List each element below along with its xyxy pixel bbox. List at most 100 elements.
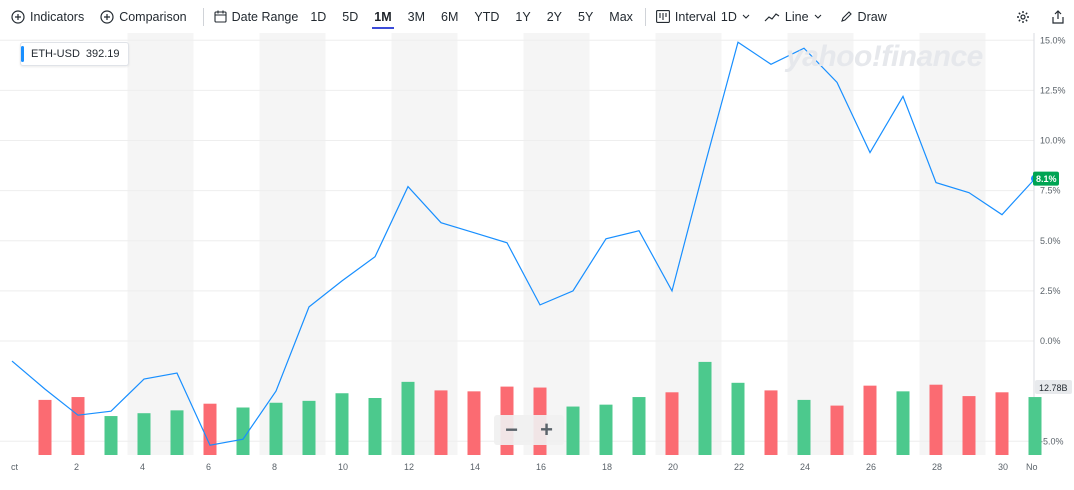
volume-bar — [764, 390, 778, 455]
volume-bar — [401, 381, 415, 455]
volume-bar — [995, 392, 1009, 455]
volume-bar — [896, 391, 910, 455]
volume-bar — [632, 397, 646, 455]
legend-symbol: ETH-USD — [31, 48, 80, 60]
volume-bar — [863, 385, 877, 455]
volume-label: 12.78B — [1039, 383, 1068, 393]
volume-bar — [38, 399, 52, 455]
yahoo-finance-watermark: yahoo!finance — [786, 40, 983, 73]
chart-type-label: Line — [784, 9, 809, 24]
legend-value: 392.19 — [85, 48, 120, 60]
toolbar-divider — [202, 7, 204, 26]
volume-bar — [104, 416, 118, 455]
volume-bar — [269, 402, 283, 455]
draw-button[interactable]: Draw — [840, 10, 887, 24]
shaded-band — [127, 33, 194, 455]
range-button-ytd[interactable]: YTD — [474, 9, 500, 24]
range-button-6m[interactable]: 6M — [441, 9, 459, 24]
range-button-1d[interactable]: 1D — [310, 9, 327, 24]
volume-bar — [599, 404, 613, 455]
range-button-1y[interactable]: 1Y — [515, 9, 531, 24]
y-tick-label: 0.0% — [1040, 336, 1061, 346]
range-button-1m[interactable]: 1M — [366, 0, 399, 33]
volume-bar — [962, 396, 976, 455]
shaded-band — [655, 33, 722, 455]
range-button-2y[interactable]: 2Y — [546, 9, 562, 24]
volume-bar — [71, 397, 85, 455]
x-tick-label: ct — [11, 462, 19, 472]
volume-bar — [137, 413, 151, 455]
x-tick-label: 6 — [206, 462, 211, 472]
zoom-in-button[interactable]: + — [540, 417, 553, 442]
interval-dropdown[interactable]: Interval 1D — [655, 9, 750, 24]
shaded-band — [919, 33, 986, 455]
interval-label: Interval — [674, 9, 716, 24]
x-tick-label: 8 — [272, 462, 277, 472]
series-legend[interactable]: ETH-USD 392.19 — [20, 42, 129, 66]
line-chart-icon — [764, 11, 780, 23]
toolbar-divider — [644, 7, 646, 26]
chart-type-dropdown[interactable]: Line — [764, 10, 822, 24]
y-tick-label: 10.0% — [1040, 136, 1066, 146]
x-tick-label: 28 — [932, 462, 942, 472]
y-tick-label: 2.5% — [1040, 286, 1061, 296]
x-tick-label: 16 — [536, 462, 546, 472]
price-line — [11, 41, 1036, 446]
interval-value: 1D — [720, 9, 737, 24]
volume-bar — [368, 398, 382, 455]
x-tick-label: 12 — [404, 462, 414, 472]
chevron-down-icon — [742, 14, 750, 20]
range-button-5d[interactable]: 5D — [342, 9, 359, 24]
calendar-icon — [214, 10, 227, 23]
last-value-label: 8.1% — [1036, 174, 1057, 184]
volume-bar — [566, 406, 580, 455]
volume-bar — [929, 384, 943, 455]
x-tick-label: 30 — [998, 462, 1008, 472]
x-tick-label: 2 — [74, 462, 79, 472]
volume-bar — [434, 390, 448, 455]
volume-bar — [830, 405, 844, 455]
volume-bar — [698, 361, 712, 455]
x-tick-label: No — [1026, 462, 1038, 472]
x-tick-label: 14 — [470, 462, 480, 472]
x-tick-label: 18 — [602, 462, 612, 472]
volume-bar — [665, 392, 679, 455]
range-selector: 1D 5D 1M 3M 6M YTD 1Y 2Y 5Y Max — [302, 0, 641, 33]
volume-bar — [203, 403, 217, 455]
range-button-max[interactable]: Max — [609, 9, 633, 24]
y-tick-label: 15.0% — [1040, 35, 1066, 45]
indicators-button[interactable]: Indicators — [11, 10, 84, 24]
plus-circle-icon — [100, 9, 114, 24]
settings-button[interactable] — [1016, 10, 1030, 24]
gear-icon — [1016, 10, 1030, 24]
volume-bar — [302, 400, 316, 455]
y-tick-label: 12.5% — [1040, 85, 1066, 95]
chart-toolbar: Indicators Comparison Date Range 1D 5D 1M 3… — [0, 0, 1074, 33]
x-tick-label: 10 — [338, 462, 348, 472]
shaded-band — [787, 33, 854, 455]
volume-bar — [797, 399, 811, 455]
shaded-band — [259, 33, 326, 455]
y-tick-label: 7.5% — [1040, 186, 1061, 196]
share-button[interactable] — [1052, 9, 1064, 24]
comparison-button[interactable]: Comparison — [100, 9, 187, 24]
range-button-3m[interactable]: 3M — [407, 9, 426, 24]
x-tick-label: 24 — [800, 462, 810, 472]
x-tick-label: 26 — [866, 462, 876, 472]
draw-label: Draw — [857, 9, 887, 24]
comparison-label: Comparison — [119, 9, 187, 24]
x-tick-label: 20 — [668, 462, 678, 472]
zoom-control: − + — [494, 415, 564, 445]
volume-bar — [1028, 397, 1042, 455]
candles-icon — [655, 10, 670, 23]
x-tick-label: 22 — [734, 462, 744, 472]
volume-label-box — [1035, 380, 1072, 394]
range-button-5y[interactable]: 5Y — [578, 9, 594, 24]
share-icon — [1052, 9, 1064, 24]
volume-bar — [731, 382, 745, 455]
price-chart: 15.0%12.5%10.0%7.5%5.0%2.5%0.0%-5.0%ct 2 4… — [0, 33, 1072, 472]
indicators-label: Indicators — [30, 9, 85, 24]
zoom-out-button[interactable]: − — [505, 417, 518, 442]
date-range-button[interactable]: Date Range — [214, 10, 298, 24]
chart-area[interactable]: 15.0% 12.5% 10.0% 7.5% 5.0% 2.5% 0.0% -5.0% ct 2 4… — [0, 33, 1074, 485]
